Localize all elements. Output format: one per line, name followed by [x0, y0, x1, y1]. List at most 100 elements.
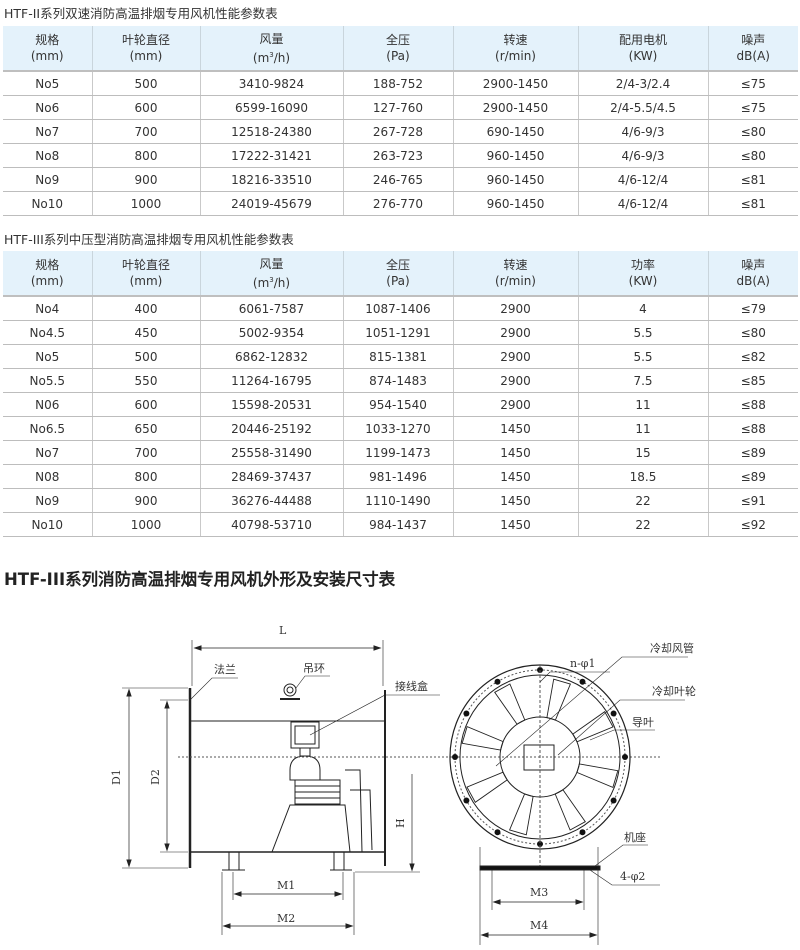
- table-row: No5 500 3410-9824 188-752 2900-1450 2/4-3/2.4…: [3, 71, 798, 96]
- dim-L: L: [279, 624, 287, 637]
- column-header: 风量 (m3/h): [199, 251, 343, 297]
- guide-vane: [554, 789, 586, 831]
- column-header: 噪声 dB(A): [707, 26, 798, 72]
- table-cell: 5002-9354: [199, 320, 343, 345]
- table-cell: 450: [91, 320, 200, 345]
- table-cell: 400: [91, 296, 200, 321]
- table-cell: ≤81: [707, 191, 798, 216]
- table-cell: 984-1437: [342, 512, 453, 537]
- column-header: 配用电机 (KW): [577, 26, 708, 72]
- table-cell: 2900: [452, 392, 578, 417]
- table-cell: 11: [577, 392, 708, 417]
- table-cell: 22: [577, 512, 708, 537]
- table-cell: 874-1483: [342, 368, 453, 393]
- table-cell: No6: [3, 95, 92, 120]
- table-cell: 1450: [452, 440, 578, 465]
- table-cell: 500: [91, 344, 200, 369]
- table-row: No8 800 17222-31421 263-723 960-1450 4/6-9/3 ≤…: [3, 143, 798, 168]
- table-cell: No5: [3, 71, 92, 96]
- table-cell: ≤80: [707, 320, 798, 345]
- table-cell: No4: [3, 296, 92, 321]
- table-cell: 690-1450: [452, 119, 578, 144]
- table-cell: ≤75: [707, 71, 798, 96]
- guide-vane: [494, 683, 526, 725]
- table-cell: 18.5: [577, 464, 708, 489]
- bolt-hole: [579, 829, 586, 836]
- table-row: No6.5 650 20446-25192 1033-1270 1450 11 ≤88: [3, 416, 798, 441]
- table-cell: 960-1450: [452, 167, 578, 192]
- table-cell: 1000: [91, 512, 200, 537]
- table-cell: ≤80: [707, 143, 798, 168]
- table-cell: ≤75: [707, 95, 798, 120]
- table-cell: 2/4-5.5/4.5: [577, 95, 708, 120]
- table-cell: 700: [91, 440, 200, 465]
- table-cell: 3410-9824: [199, 71, 343, 96]
- table-cell: 6061-7587: [199, 296, 343, 321]
- table-row: No4.5 450 5002-9354 1051-1291 2900 5.5 ≤80: [3, 320, 798, 345]
- column-header: 规格 (mm): [3, 26, 92, 72]
- table-cell: 2900: [452, 320, 578, 345]
- table-cell: 22: [577, 488, 708, 513]
- table-cell: ≤85: [707, 368, 798, 393]
- label-cooling-impeller: 冷却叶轮: [652, 684, 696, 698]
- column-header: 全压 (Pa): [342, 251, 453, 297]
- table-cell: 1450: [452, 512, 578, 537]
- table-cell: No10: [3, 191, 92, 216]
- table-cell: 17222-31421: [199, 143, 343, 168]
- table-cell: ≤88: [707, 416, 798, 441]
- table2-performance: 规格 (mm) 叶轮直径 (mm) 风量 (m3/h) 全压 (Pa) 转速 (r/min) 功率(…: [3, 251, 798, 537]
- dim-M1: M1: [277, 879, 295, 892]
- table-row: No10 1000 40798-53710 984-1437 1450 22 ≤92: [3, 512, 798, 537]
- table-cell: 1450: [452, 464, 578, 489]
- table-cell: 2900-1450: [452, 95, 578, 120]
- table1-title: HTF-II系列双速消防高温排烟专用风机性能参数表: [4, 6, 278, 21]
- table-cell: 4/6-9/3: [577, 119, 708, 144]
- table-cell: 700: [91, 119, 200, 144]
- table-cell: 550: [91, 368, 200, 393]
- dim-H: H: [394, 818, 407, 828]
- label-base-holes: 4-φ2: [620, 870, 645, 883]
- guide-vane: [572, 711, 614, 743]
- column-header: 规格 (mm): [3, 251, 92, 297]
- dim-M4: M4: [530, 919, 548, 932]
- table-cell: No9: [3, 167, 92, 192]
- lifting-ring-icon: [283, 683, 297, 697]
- table-cell: 5.5: [577, 320, 708, 345]
- table-cell: No5: [3, 344, 92, 369]
- table-cell: 11264-16795: [199, 368, 343, 393]
- guide-vane: [576, 763, 619, 789]
- table-cell: 900: [91, 167, 200, 192]
- table-cell: 2900-1450: [452, 71, 578, 96]
- bolt-hole: [463, 710, 470, 717]
- bolt-hole: [452, 754, 458, 760]
- bolt-hole: [610, 797, 617, 804]
- table-row: No5 500 6862-12832 815-1381 2900 5.5 ≤82: [3, 344, 798, 369]
- motor: [289, 755, 321, 781]
- label-base: 机座: [624, 830, 646, 844]
- table-cell: ≤91: [707, 488, 798, 513]
- header-row: 规格 (mm) 叶轮直径 (mm) 风量 (m3/h) 全压 (Pa) 转速 (r/min) 配用电…: [3, 26, 798, 72]
- table1-performance: 规格 (mm) 叶轮直径 (mm) 风量 (m3/h) 全压 (Pa) 转速 (r/min) 配用电…: [3, 26, 798, 216]
- table-cell: ≤79: [707, 296, 798, 321]
- column-header: 叶轮直径 (mm): [91, 251, 200, 297]
- table-cell: No7: [3, 440, 92, 465]
- table-cell: 7.5: [577, 368, 708, 393]
- table-cell: 2/4-3/2.4: [577, 71, 708, 96]
- column-header: 功率 (KW): [577, 251, 708, 297]
- label-junction-box: 接线盒: [395, 679, 428, 693]
- table-cell: 1450: [452, 416, 578, 441]
- table-cell: 1199-1473: [342, 440, 453, 465]
- table-cell: 500: [91, 71, 200, 96]
- table-cell: 1450: [452, 488, 578, 513]
- table-cell: 276-770: [342, 191, 453, 216]
- table-cell: N08: [3, 464, 92, 489]
- table2-title: HTF-III系列中压型消防高温排烟专用风机性能参数表: [4, 232, 294, 247]
- table-cell: No5.5: [3, 368, 92, 393]
- dim-M2: M2: [277, 912, 295, 925]
- table-cell: No4.5: [3, 320, 92, 345]
- table-cell: 267-728: [342, 119, 453, 144]
- table-cell: ≤89: [707, 440, 798, 465]
- bolt-hole: [622, 754, 628, 760]
- table-row: No9 900 36276-44488 1110-1490 1450 22 ≤91: [3, 488, 798, 513]
- fan-dimension-drawing: L D1 D2 H M1 M2 M3 M4 法兰 吊环 接线盒 冷却风管 n-φ…: [110, 624, 696, 945]
